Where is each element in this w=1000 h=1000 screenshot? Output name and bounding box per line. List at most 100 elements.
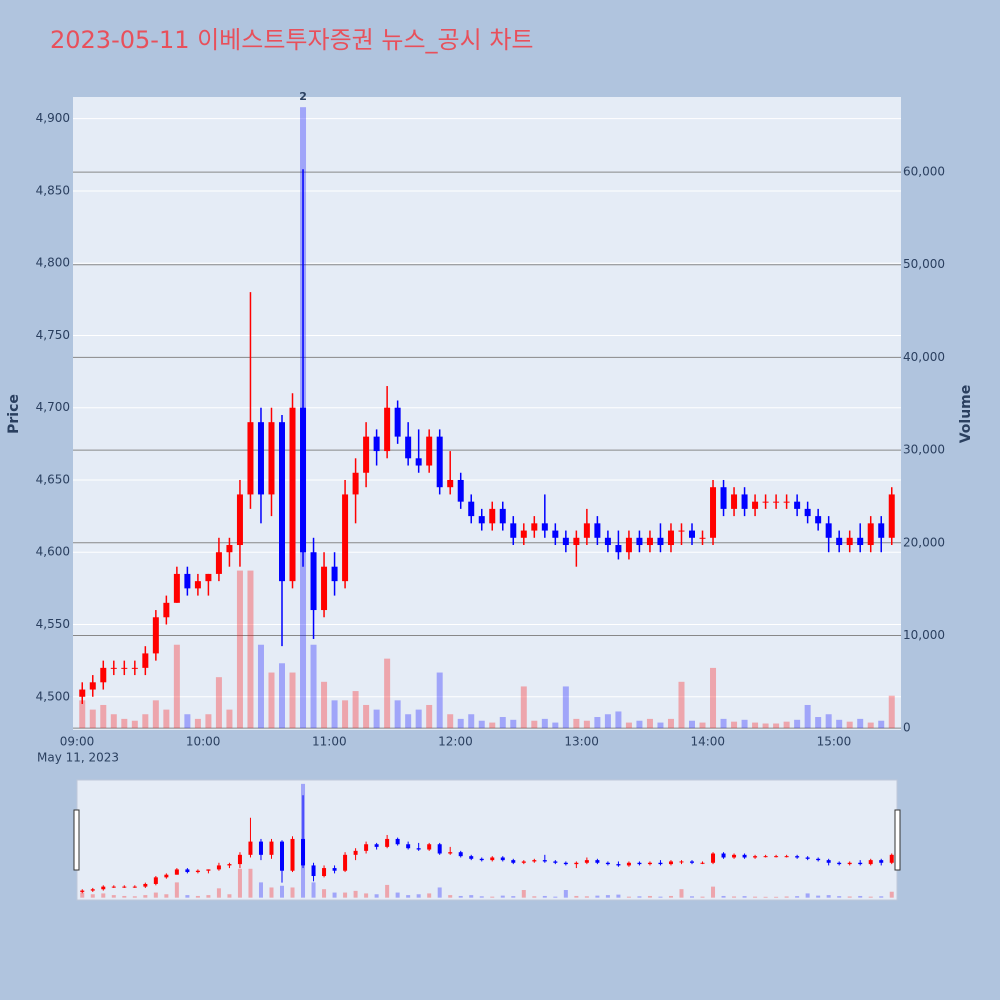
y-tick-label: 4,600	[36, 545, 70, 559]
mini-candle-body	[174, 869, 179, 875]
volume-bar	[657, 722, 664, 729]
mini-volume-bar	[216, 888, 221, 898]
candle-body	[373, 436, 380, 452]
candle-body	[426, 436, 433, 466]
volume-bar	[342, 700, 349, 729]
mini-volume-bar	[732, 896, 737, 898]
y-tick-label: 4,500	[36, 689, 70, 703]
candle-body	[489, 508, 496, 524]
volume-bar	[89, 709, 96, 729]
candle-body	[720, 487, 727, 509]
mini-volume-bar	[311, 882, 316, 898]
mini-volume-bar	[185, 895, 190, 898]
mini-candle-body	[469, 856, 474, 859]
mini-volume-bar	[668, 895, 673, 898]
mini-volume-bar	[258, 882, 263, 898]
y-tick-label: 4,650	[36, 472, 70, 486]
mini-volume-bar	[395, 892, 400, 898]
mini-candle-body	[679, 861, 684, 863]
mini-volume-bar	[711, 886, 716, 898]
mini-candle-body	[122, 886, 127, 888]
candle-body	[205, 573, 212, 582]
mini-candle-body	[406, 844, 411, 849]
volume-bar	[825, 714, 832, 729]
volume-bar	[194, 718, 201, 729]
x-tick-label: 09:00	[60, 735, 95, 749]
mini-candle-body	[385, 838, 390, 847]
y2-tick-label: 30,000	[903, 443, 945, 457]
candle-body	[836, 537, 843, 546]
mini-candle-body	[206, 869, 211, 871]
candle-body	[89, 682, 96, 690]
volume-bar	[678, 681, 685, 729]
mini-candle-body	[795, 856, 800, 858]
candle-body	[825, 523, 832, 538]
mini-volume-bar	[385, 884, 390, 898]
mini-candle-body	[658, 862, 663, 865]
candle-body	[615, 545, 622, 553]
mini-volume-bar	[364, 893, 369, 898]
candle-body	[689, 530, 695, 538]
mini-candle-body	[343, 854, 348, 871]
volume-bar	[720, 718, 727, 729]
volume-bar	[667, 718, 674, 729]
volume-bar	[541, 718, 548, 729]
volume-bar	[447, 714, 454, 729]
chart-title: 2023-05-11 이베스트투자증권 뉴스_공시 차트	[50, 26, 533, 54]
mini-volume-bar	[448, 895, 453, 898]
mini-volume-bar	[490, 896, 495, 898]
candle-body	[731, 494, 738, 509]
volume-bar	[279, 663, 285, 729]
candle-body	[710, 487, 717, 538]
mini-volume-bar	[322, 889, 327, 898]
y-tick-label: 4,700	[36, 400, 70, 414]
candle-body	[436, 436, 443, 488]
candle-body	[478, 516, 485, 524]
mini-candle-body	[332, 868, 337, 871]
candle-body	[247, 422, 254, 495]
volume-bar	[131, 720, 138, 729]
mini-volume-bar	[532, 896, 537, 898]
mini-candle-body	[153, 877, 158, 884]
y2-tick-label: 0	[903, 721, 911, 735]
x-tick-label: 15:00	[817, 735, 852, 749]
mini-candle-body	[858, 862, 863, 865]
candle-body	[152, 617, 159, 654]
volume-bar	[152, 700, 159, 729]
volume-bar	[552, 722, 559, 729]
mini-candle-body	[805, 857, 810, 859]
mini-candle-body	[837, 862, 842, 865]
candle-body	[594, 523, 601, 538]
slider-handle[interactable]	[894, 809, 901, 871]
mini-volume-bar	[542, 895, 547, 898]
mini-candle-body	[280, 841, 284, 871]
mini-candle-body	[637, 862, 642, 865]
mini-volume-bar	[237, 868, 242, 898]
mini-volume-bar	[195, 895, 200, 898]
candle-body	[573, 537, 580, 546]
volume-bar	[215, 677, 222, 729]
candle-body	[604, 537, 611, 546]
mini-volume-bar	[805, 893, 810, 898]
mini-candle-body	[711, 853, 716, 863]
mini-candle-body	[668, 861, 673, 865]
mini-volume-bar	[742, 896, 747, 898]
candle-body	[384, 407, 391, 452]
mini-volume-bar	[753, 896, 758, 898]
mini-volume-bar	[553, 896, 558, 898]
mini-candle-body	[143, 883, 148, 887]
slider-handle[interactable]	[73, 809, 80, 871]
volume-bar	[510, 719, 517, 729]
mini-candle-body	[868, 860, 873, 865]
volume-bar	[615, 711, 622, 729]
candle-body	[268, 422, 275, 495]
mini-volume-bar	[80, 892, 85, 898]
candle-body	[415, 458, 422, 466]
y2-axis-title: Volume	[958, 385, 974, 444]
mini-candle-body	[416, 848, 421, 850]
volume-bar	[415, 709, 422, 729]
candle-body	[678, 530, 685, 532]
volume-bar	[573, 718, 580, 729]
mini-volume-bar	[416, 894, 421, 898]
mini-volume-bar	[174, 882, 179, 898]
